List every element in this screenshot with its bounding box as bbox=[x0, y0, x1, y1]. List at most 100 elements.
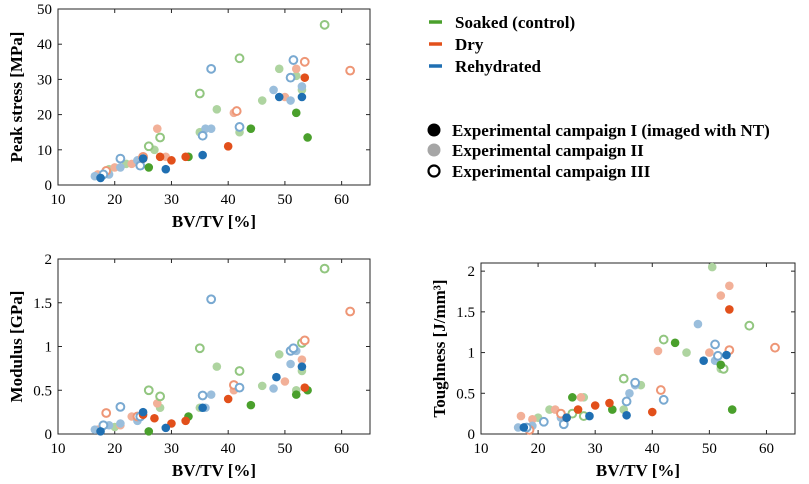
data-point-dry-campaign-1 bbox=[150, 413, 159, 423]
legend-item-campaign-3: Experimental campaign III bbox=[427, 162, 651, 181]
legend-item-campaign-2: Experimental campaign II bbox=[427, 141, 644, 160]
x-axis-label: BV/TV [%] bbox=[172, 461, 256, 480]
data-point-soaked-campaign-3 bbox=[143, 385, 154, 396]
y-tick-label: 1.5 bbox=[33, 296, 52, 312]
data-point-soaked-campaign-1 bbox=[291, 108, 301, 118]
data-point-rehydrated-campaign-1 bbox=[722, 350, 731, 360]
data-point-rehydrated-campaign-1 bbox=[699, 356, 708, 366]
data-point-soaked-campaign-2 bbox=[212, 105, 222, 114]
legend-item-dry: Dry bbox=[429, 35, 484, 54]
data-point-dry-campaign-1 bbox=[223, 141, 233, 151]
data-point-soaked-campaign-1 bbox=[727, 405, 737, 414]
data-point-soaked-campaign-1 bbox=[670, 338, 680, 348]
x-tick-label: 40 bbox=[221, 192, 236, 208]
y-tick-label: 0 bbox=[45, 178, 53, 194]
data-point-soaked-campaign-3 bbox=[155, 132, 166, 143]
data-point-rehydrated-campaign-2 bbox=[286, 359, 295, 369]
y-tick-label: 20 bbox=[37, 108, 52, 124]
data-point-rehydrated-campaign-1 bbox=[198, 150, 207, 160]
data-point-soaked-campaign-1 bbox=[568, 393, 577, 402]
x-tick-label: 60 bbox=[334, 441, 349, 457]
data-point-dry-campaign-2 bbox=[280, 377, 290, 386]
data-point-soaked-campaign-1 bbox=[246, 400, 256, 410]
data-point-rehydrated-campaign-1 bbox=[297, 362, 307, 371]
data-point-dry-campaign-1 bbox=[725, 305, 734, 314]
x-tick-label: 10 bbox=[51, 192, 66, 208]
x-tick-label: 50 bbox=[702, 441, 717, 457]
data-point-rehydrated-campaign-3 bbox=[234, 382, 245, 393]
data-point-dry-campaign-2 bbox=[576, 393, 586, 402]
data-point-dry-campaign-3 bbox=[299, 335, 310, 346]
data-point-rehydrated-campaign-1 bbox=[274, 92, 284, 102]
data-point-soaked-campaign-3 bbox=[319, 19, 330, 30]
data-point-rehydrated-campaign-3 bbox=[288, 55, 299, 65]
y-tick-label: 1 bbox=[468, 346, 476, 362]
data-point-soaked-campaign-3 bbox=[658, 334, 669, 345]
data-point-dry-campaign-1 bbox=[181, 152, 190, 162]
data-point-dry-campaign-1 bbox=[167, 156, 176, 165]
legend-item-campaign-1: Experimental campaign I (imaged with NT) bbox=[427, 121, 770, 140]
data-point-rehydrated-campaign-1 bbox=[161, 164, 171, 174]
x-axis-label: BV/TV [%] bbox=[172, 212, 256, 231]
legend-label-campaign-1: Experimental campaign I (imaged with NT) bbox=[452, 121, 770, 140]
data-point-rehydrated-campaign-1 bbox=[297, 92, 307, 102]
data-point-soaked-campaign-3 bbox=[744, 320, 755, 331]
data-point-dry-campaign-1 bbox=[300, 73, 310, 82]
legend-marker-campaign-3 bbox=[427, 164, 441, 178]
legend-label-campaign-2: Experimental campaign II bbox=[452, 141, 644, 160]
y-tick-label: 50 bbox=[37, 2, 52, 18]
data-point-dry-campaign-1 bbox=[181, 416, 190, 426]
data-point-rehydrated-campaign-2 bbox=[206, 390, 216, 399]
data-point-dry-campaign-2 bbox=[152, 124, 162, 133]
legend-marker-campaign-2 bbox=[427, 143, 441, 157]
y-axis-label: Peak stress [MPa] bbox=[7, 32, 26, 163]
data-point-soaked-campaign-1 bbox=[716, 360, 726, 370]
data-point-rehydrated-campaign-2 bbox=[269, 384, 278, 393]
legend-item-rehydrated: Rehydrated bbox=[429, 57, 541, 76]
data-point-dry-campaign-3 bbox=[299, 56, 310, 67]
data-point-rehydrated-campaign-2 bbox=[297, 82, 307, 91]
data-point-dry-campaign-2 bbox=[291, 64, 301, 74]
x-tick-label: 40 bbox=[221, 441, 236, 457]
data-point-rehydrated-campaign-2 bbox=[693, 319, 703, 329]
data-point-soaked-campaign-3 bbox=[618, 373, 629, 384]
y-tick-label: 2 bbox=[468, 264, 476, 280]
data-point-rehydrated-campaign-3 bbox=[197, 390, 208, 401]
x-axis-label: BV/TV [%] bbox=[596, 461, 680, 480]
data-point-rehydrated-campaign-1 bbox=[272, 372, 281, 382]
legend-conditions: Soaked (control) Dry Rehydrated bbox=[429, 13, 575, 76]
data-point-dry-campaign-2 bbox=[716, 291, 726, 300]
x-tick-label: 50 bbox=[277, 192, 292, 208]
data-point-rehydrated-campaign-2 bbox=[286, 96, 295, 105]
x-tick-label: 60 bbox=[759, 441, 774, 457]
data-point-rehydrated-campaign-1 bbox=[138, 407, 148, 417]
data-point-rehydrated-campaign-1 bbox=[96, 173, 105, 183]
data-point-rehydrated-campaign-2 bbox=[116, 163, 125, 172]
chart-modulus: 10 20 30 40 50 60 0 0.5 1 1.5 2 BV/TV [%] Modulus [G… bbox=[7, 252, 371, 480]
data-point-dry-campaign-3 bbox=[345, 65, 356, 76]
data-point-dry-campaign-1 bbox=[155, 152, 165, 162]
data-point-rehydrated-campaign-1 bbox=[622, 410, 631, 420]
legend-label-dry: Dry bbox=[455, 35, 484, 54]
plot-area-modulus bbox=[57, 258, 371, 435]
data-point-rehydrated-campaign-3 bbox=[115, 401, 126, 412]
data-point-dry-campaign-1 bbox=[605, 398, 614, 408]
y-tick-label: 0.5 bbox=[33, 383, 52, 399]
x-tick-label: 20 bbox=[531, 441, 546, 457]
chart-toughness: 10 20 30 40 50 60 0 0.5 1 1.5 2 BV/TV [%] Toughness … bbox=[430, 262, 796, 480]
x-tick-label: 10 bbox=[51, 441, 66, 457]
data-point-dry-campaign-3 bbox=[556, 408, 566, 419]
x-tick-label: 10 bbox=[474, 441, 489, 457]
data-point-dry-campaign-1 bbox=[300, 383, 310, 392]
data-point-dry-campaign-1 bbox=[573, 405, 583, 414]
data-point-dry-campaign-3 bbox=[231, 106, 242, 116]
data-point-rehydrated-campaign-1 bbox=[585, 411, 594, 421]
data-point-rehydrated-campaign-1 bbox=[96, 427, 105, 436]
data-point-rehydrated-campaign-1 bbox=[519, 423, 529, 432]
data-point-rehydrated-campaign-2 bbox=[116, 419, 125, 428]
data-point-rehydrated-campaign-3 bbox=[288, 343, 299, 354]
y-tick-label: 1.5 bbox=[456, 305, 475, 321]
data-point-dry-campaign-1 bbox=[223, 394, 233, 404]
data-point-dry-campaign-2 bbox=[516, 411, 526, 421]
legend-label-rehydrated: Rehydrated bbox=[455, 57, 541, 76]
